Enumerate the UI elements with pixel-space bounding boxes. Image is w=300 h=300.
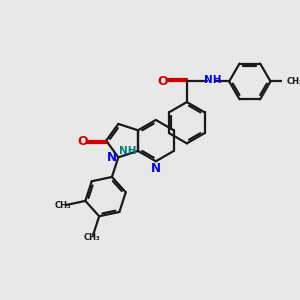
Text: CH₃: CH₃	[286, 77, 300, 86]
Text: O: O	[157, 75, 168, 88]
Text: CH₃: CH₃	[84, 233, 101, 242]
Text: O: O	[77, 135, 88, 148]
Text: CH₃: CH₃	[55, 201, 72, 210]
Text: NH: NH	[118, 146, 136, 156]
Text: N: N	[106, 151, 116, 164]
Text: N: N	[151, 162, 161, 175]
Text: NH: NH	[204, 76, 222, 85]
